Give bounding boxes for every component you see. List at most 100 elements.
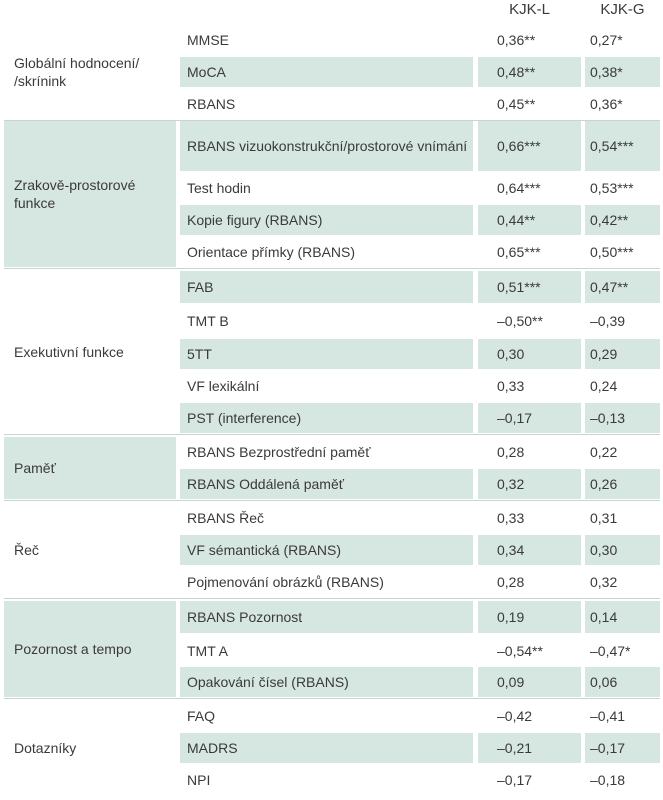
header-kjk-g: KJK-G	[600, 1, 645, 18]
test-name-cell: NPI	[187, 772, 211, 788]
kjk-l-value: 0,66***	[478, 121, 581, 171]
group-divider	[4, 120, 660, 121]
kjk-g-value: 0,26	[585, 469, 660, 499]
test-name-cell: VF lexikální	[187, 378, 260, 394]
kjk-l-value: 0,28	[497, 444, 525, 460]
kjk-l-value: 0,19	[478, 601, 581, 633]
group-label: Zrakově-prostorové funkce	[14, 177, 136, 211]
kjk-l-value: 0,09	[478, 667, 581, 697]
test-name-cell: VF sémantická (RBANS)	[180, 535, 473, 565]
table-row: VF sémantická (RBANS) 0,34 0,30	[0, 535, 663, 565]
table-row: FAB 0,51*** 0,47**	[0, 271, 663, 303]
kjk-l-value: –0,17	[478, 403, 581, 433]
test-name-cell: RBANS Bezprostřední paměť	[187, 444, 371, 460]
group-label: Řeč	[14, 542, 39, 558]
group-cell	[4, 121, 176, 267]
kjk-l-value: 0,30	[478, 339, 581, 369]
table-row: TMT B –0,50** –0,39	[0, 305, 663, 337]
test-name-cell: RBANS Pozornost	[180, 601, 473, 633]
table-row: FAQ –0,42 –0,41	[0, 701, 663, 731]
group-label: Exekutivní funkce	[14, 344, 124, 360]
table-row: Pojmenování obrázků (RBANS) 0,28 0,32	[0, 567, 663, 597]
group-divider	[4, 698, 660, 699]
kjk-g-value: 0,06	[585, 667, 660, 697]
kjk-g-value: –0,13	[585, 403, 660, 433]
kjk-g-value: 0,24	[590, 378, 618, 394]
group-divider	[4, 268, 660, 269]
kjk-l-value: 0,45**	[497, 96, 536, 112]
kjk-g-value: 0,38*	[585, 57, 660, 87]
table-row: RBANS 0,45** 0,36*	[0, 89, 663, 119]
kjk-l-value: 0,32	[478, 469, 581, 499]
test-name-cell: Kopie figury (RBANS)	[180, 205, 473, 235]
kjk-l-value: 0,48**	[478, 57, 581, 87]
test-name-cell: MMSE	[187, 32, 229, 48]
test-name-cell: FAB	[180, 271, 473, 303]
table-row: Opakování čísel (RBANS) 0,09 0,06	[0, 667, 663, 697]
test-name-cell: Pojmenování obrázků (RBANS)	[187, 574, 384, 590]
group-label: Globální hodnocení/ /skrínink	[14, 55, 140, 89]
table-row: MMSE 0,36** 0,27*	[0, 25, 663, 55]
kjk-g-value: 0,31	[590, 510, 618, 526]
kjk-l-value: 0,33	[497, 510, 525, 526]
table-row: PST (interference) –0,17 –0,13	[0, 403, 663, 433]
table-row: Test hodin 0,64*** 0,53***	[0, 173, 663, 203]
kjk-l-value: –0,54**	[497, 643, 543, 659]
kjk-g-value: 0,14	[585, 601, 660, 633]
kjk-g-value: –0,41	[590, 708, 626, 724]
kjk-l-value: –0,42	[497, 708, 533, 724]
table-row: 5TT 0,30 0,29	[0, 339, 663, 369]
header-kjk-l: KJK-L	[509, 1, 550, 18]
table-row: NPI –0,17 –0,18	[0, 765, 663, 795]
kjk-l-value: 0,36**	[497, 32, 536, 48]
test-name-cell: RBANS Oddálená paměť	[180, 469, 473, 499]
table-row: TMT A –0,54** –0,47*	[0, 635, 663, 667]
kjk-g-value: 0,27*	[590, 32, 623, 48]
kjk-g-value: 0,47**	[585, 271, 660, 303]
test-name-cell: RBANS vizuokonstrukční/prostorové vnímán…	[180, 121, 473, 171]
group-divider	[4, 598, 660, 599]
group-label: Dotazníky	[14, 740, 77, 756]
group-cell	[4, 601, 176, 697]
kjk-l-value: 0,64***	[497, 180, 541, 196]
table-row: RBANS vizuokonstrukční/prostorové vnímán…	[0, 121, 663, 171]
kjk-g-value: 0,29	[585, 339, 660, 369]
table-row: MADRS –0,21 –0,17	[0, 733, 663, 763]
test-name-cell: FAQ	[187, 708, 216, 724]
table-row: RBANS Řeč 0,33 0,31	[0, 503, 663, 533]
test-name-cell: TMT B	[187, 313, 229, 329]
kjk-g-value: –0,18	[590, 772, 626, 788]
kjk-l-value: –0,17	[497, 772, 533, 788]
group-divider	[4, 500, 660, 501]
table-row: Orientace přímky (RBANS) 0,65*** 0,50***	[0, 237, 663, 267]
kjk-l-value: –0,21	[478, 733, 581, 763]
kjk-g-value: –0,39	[590, 313, 626, 329]
test-name-cell: MoCA	[180, 57, 473, 87]
group-label: Pozornost a tempo	[14, 641, 132, 657]
kjk-g-value: 0,32	[590, 574, 618, 590]
table-row: MoCA 0,48** 0,38*	[0, 57, 663, 87]
test-name-cell: PST (interference)	[180, 403, 473, 433]
group-cell	[4, 437, 176, 499]
group-label: Paměť	[14, 460, 56, 476]
kjk-l-value: 0,44**	[478, 205, 581, 235]
table-row: Kopie figury (RBANS) 0,44** 0,42**	[0, 205, 663, 235]
kjk-g-value: –0,47*	[590, 643, 631, 659]
test-name-cell: MADRS	[180, 733, 473, 763]
kjk-g-value: 0,53***	[590, 180, 634, 196]
test-name-cell: Test hodin	[187, 180, 251, 196]
kjk-l-value: 0,65***	[497, 244, 541, 260]
kjk-l-value: 0,33	[497, 378, 525, 394]
test-name-cell: TMT A	[187, 643, 228, 659]
group-divider	[4, 434, 660, 435]
table-row: RBANS Bezprostřední paměť 0,28 0,22	[0, 437, 663, 467]
test-name-cell: Orientace přímky (RBANS)	[187, 244, 356, 260]
kjk-l-value: 0,34	[478, 535, 581, 565]
test-name-cell: 5TT	[180, 339, 473, 369]
kjk-g-value: –0,17	[585, 733, 660, 763]
kjk-g-value: 0,22	[590, 444, 618, 460]
test-name-cell: Opakování čísel (RBANS)	[180, 667, 473, 697]
table-row: RBANS Oddálená paměť 0,32 0,26	[0, 469, 663, 499]
kjk-l-value: 0,51***	[478, 271, 581, 303]
kjk-g-value: 0,36*	[590, 96, 623, 112]
